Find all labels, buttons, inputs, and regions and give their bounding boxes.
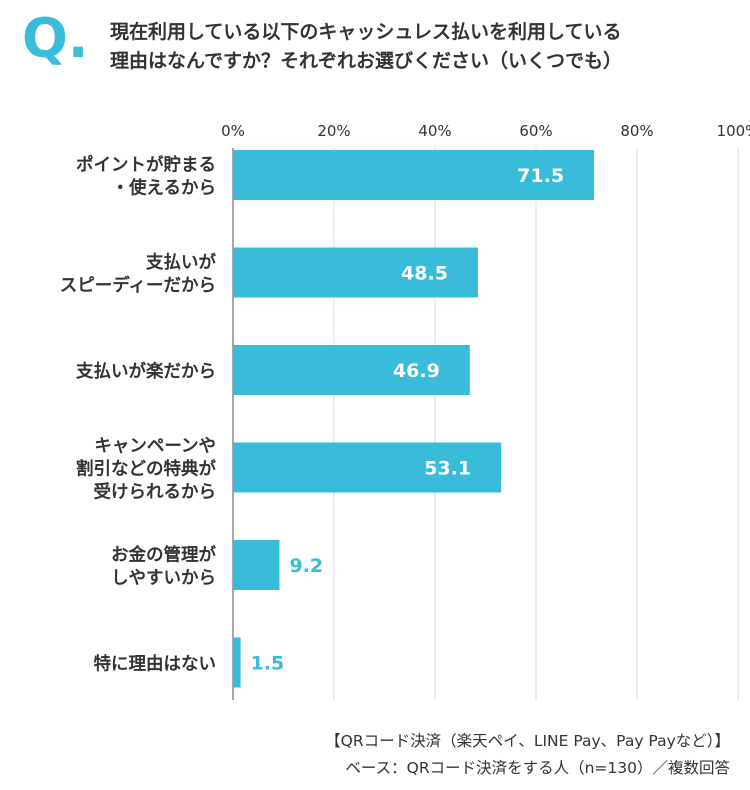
x-tick-label: 40%: [418, 122, 451, 140]
footer-line-2: ベース：QRコード決済をする人（n=130）／複数回答: [345, 759, 730, 777]
bar: [233, 150, 595, 200]
bar: [233, 247, 478, 298]
category-label: ・使えるから: [112, 178, 216, 199]
question-text: 現在利用している以下のキャッシュレス払いを利用している 理由はなんですか？それぞ…: [110, 18, 740, 76]
bar: [233, 540, 280, 590]
category-label: スピーディーだから: [60, 275, 216, 296]
question-line-2: 理由はなんですか？それぞれお選びください（いくつでも）: [110, 50, 623, 72]
bar: [233, 345, 470, 395]
x-tick-label: 20%: [317, 122, 350, 140]
data-label: 53.1: [424, 458, 471, 480]
x-tick-label: 80%: [620, 122, 653, 140]
category-label: 特に理由はない: [94, 654, 217, 675]
category-label: 支払いが: [145, 252, 216, 273]
category-label: ポイントが貯まる: [76, 155, 216, 176]
chart-footer: 【QRコード決済（楽天ペイ、LINE Pay、Pay Payなど）】 ベース：Q…: [325, 728, 730, 782]
category-label: 割引などの特典が: [76, 459, 216, 480]
question-line-1: 現在利用している以下のキャッシュレス払いを利用している: [110, 21, 622, 43]
footer-line-1: 【QRコード決済（楽天ペイ、LINE Pay、Pay Payなど）】: [325, 732, 730, 750]
data-label: 71.5: [517, 165, 564, 187]
category-label: キャンペーンや: [94, 437, 216, 457]
category-label: 受けられるから: [94, 482, 217, 503]
category-label: しやすいから: [111, 569, 216, 589]
data-label: 48.5: [401, 263, 448, 285]
x-tick-label: 0%: [221, 122, 245, 140]
x-tick-label: 100%: [717, 122, 750, 140]
bar: [233, 442, 502, 493]
bar-chart: 0% 20% 40% 60% 80% 100% 71.5 ポイントが貯まる・使えるから 48.5…: [60, 122, 750, 700]
x-tick-label: 60%: [519, 122, 552, 140]
bar: [233, 637, 241, 688]
category-label: 支払いが楽だから: [75, 361, 216, 382]
category-label: お金の管理が: [111, 545, 216, 566]
question-mark-icon: Q.: [22, 7, 89, 70]
data-label: 46.9: [393, 360, 440, 382]
data-label: 1.5: [251, 653, 285, 675]
data-label: 9.2: [289, 555, 323, 577]
